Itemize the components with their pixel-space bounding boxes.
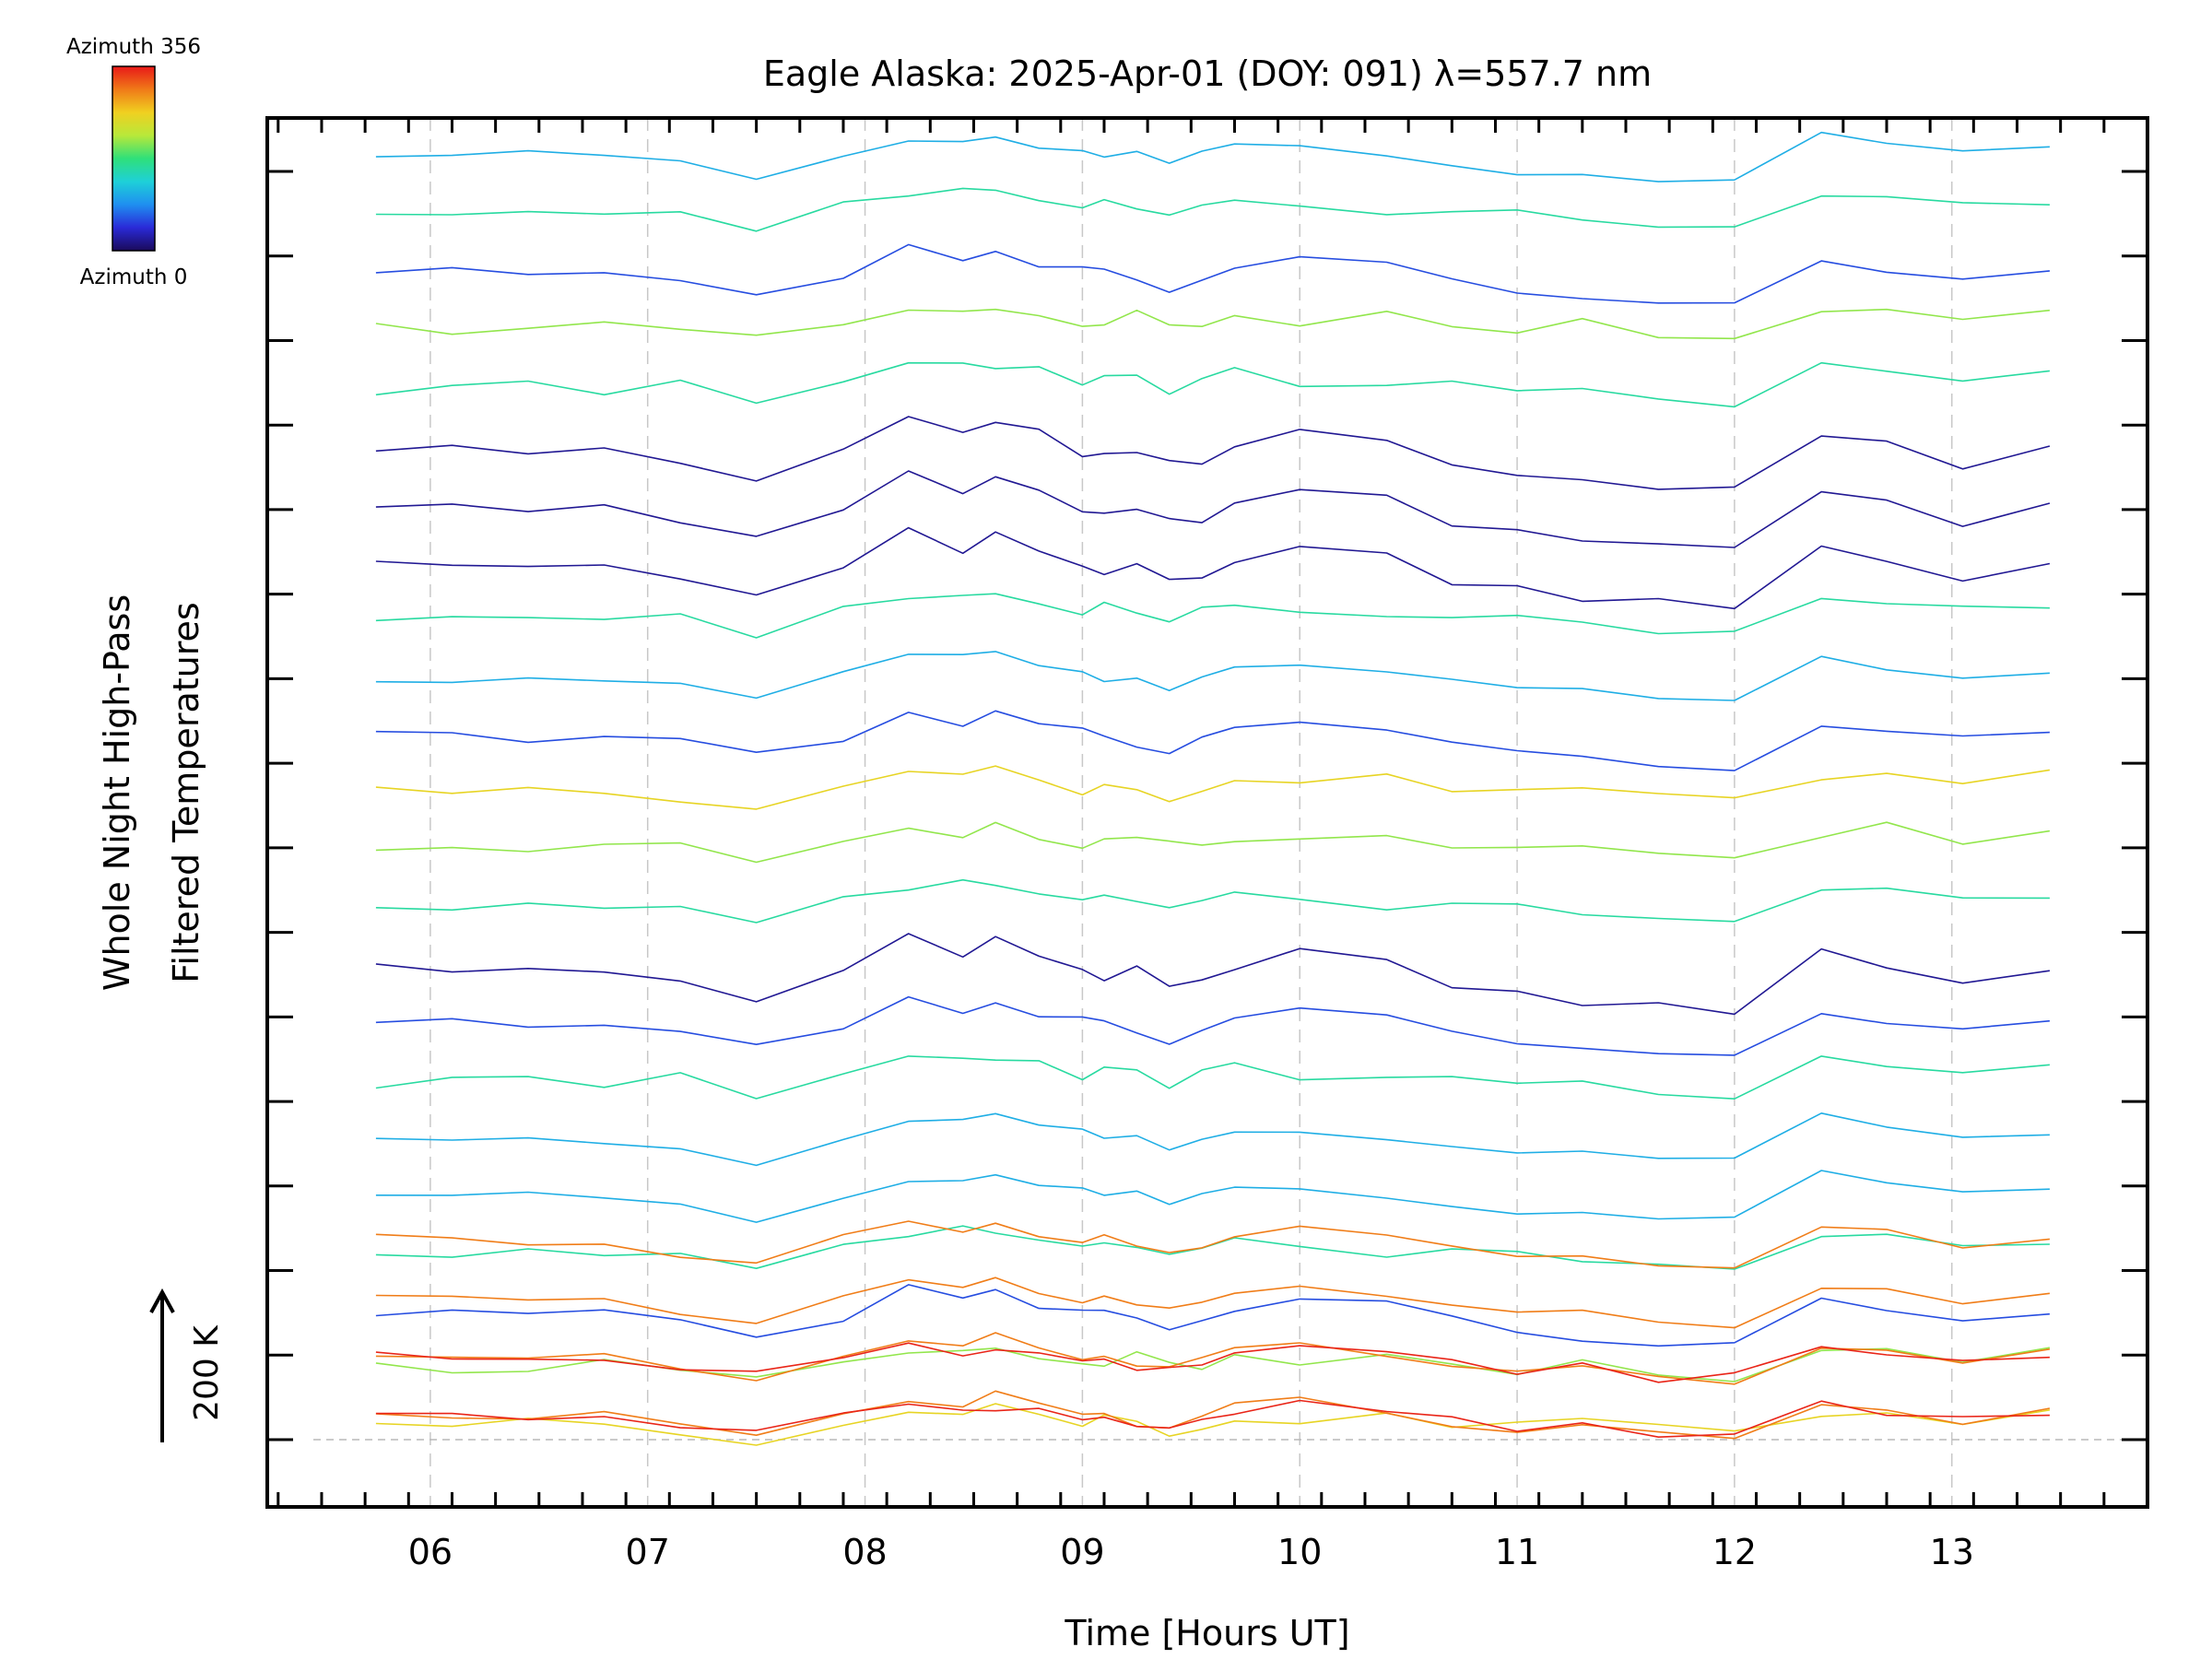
- x-tick-label: 08: [842, 1532, 887, 1572]
- series-line-az-210: [375, 308, 2050, 340]
- series-line-az-20: [375, 526, 2051, 610]
- series-line-az-160: [375, 1055, 2050, 1100]
- series-line-az-310: [375, 1220, 2050, 1269]
- series-line-az-20: [375, 933, 2051, 1016]
- colorbar-gradient: [112, 65, 156, 252]
- x-axis-label: Time [Hours UT]: [1064, 1613, 1349, 1653]
- series-line-az-110: [375, 651, 2050, 701]
- series-line-az-60: [375, 995, 2050, 1056]
- series-line-az-110: [375, 1112, 2050, 1167]
- series-line-az-210: [375, 821, 2051, 864]
- colorbar-legend: Azimuth 356 Azimuth 0: [66, 35, 201, 289]
- series-line-az-260: [375, 765, 2051, 810]
- plot-frame: [265, 116, 2149, 1509]
- series-line-az-60: [375, 710, 2050, 771]
- y-axis-label-line-1: Whole Night High-Pass: [97, 594, 137, 991]
- y-axis-label-line-2: Filtered Temperatures: [166, 602, 206, 982]
- x-tick-label: 12: [1712, 1532, 1757, 1572]
- series-line-az-310: [375, 1390, 2051, 1440]
- series-line-az-60: [375, 243, 2050, 304]
- chart-title: Eagle Alaska: 2025-Apr-01 (DOY: 091) λ=5…: [763, 53, 1652, 94]
- series-line-az-160: [375, 593, 2050, 639]
- x-tick-label: 13: [1930, 1532, 1974, 1572]
- colorbar-bottom-label: Azimuth 0: [80, 265, 188, 289]
- series-line-az-60: [375, 1284, 2050, 1347]
- x-tick-label: 09: [1060, 1532, 1104, 1572]
- x-tick-label: 11: [1495, 1532, 1539, 1572]
- series-line-az-110: [375, 1170, 2050, 1223]
- scale-label: 200 K: [188, 1324, 226, 1421]
- series-line-az-210: [375, 1347, 2051, 1382]
- series-line-az-260: [375, 1403, 2051, 1446]
- grid: [313, 118, 2146, 1507]
- series-line-az-20: [375, 416, 2051, 490]
- axes: 06 07 08 09 10 11 12 13: [265, 116, 2149, 1572]
- colorbar-top-label: Azimuth 356: [66, 35, 201, 59]
- series-layer: [375, 131, 2051, 1446]
- series-line-az-110: [375, 131, 2050, 182]
- series-line-az-20: [375, 470, 2051, 548]
- series-line-az-160: [375, 361, 2050, 408]
- series-line-az-310: [375, 1332, 2051, 1385]
- series-line-az-310: [375, 1277, 2050, 1329]
- series-line-az-160: [375, 878, 2050, 924]
- series-line-az-350: [375, 1342, 2050, 1383]
- x-tick-label: 06: [408, 1532, 453, 1572]
- scale-bar: 200 K: [149, 1288, 226, 1442]
- x-tick-label: 10: [1277, 1532, 1322, 1572]
- x-tick-label: 07: [626, 1532, 670, 1572]
- scale-arrow-head: [149, 1288, 175, 1313]
- series-line-az-160: [375, 187, 2050, 232]
- y-axis-label: Whole Night High-Pass Filtered Temperatu…: [97, 594, 206, 991]
- series-line-az-350: [375, 1399, 2050, 1438]
